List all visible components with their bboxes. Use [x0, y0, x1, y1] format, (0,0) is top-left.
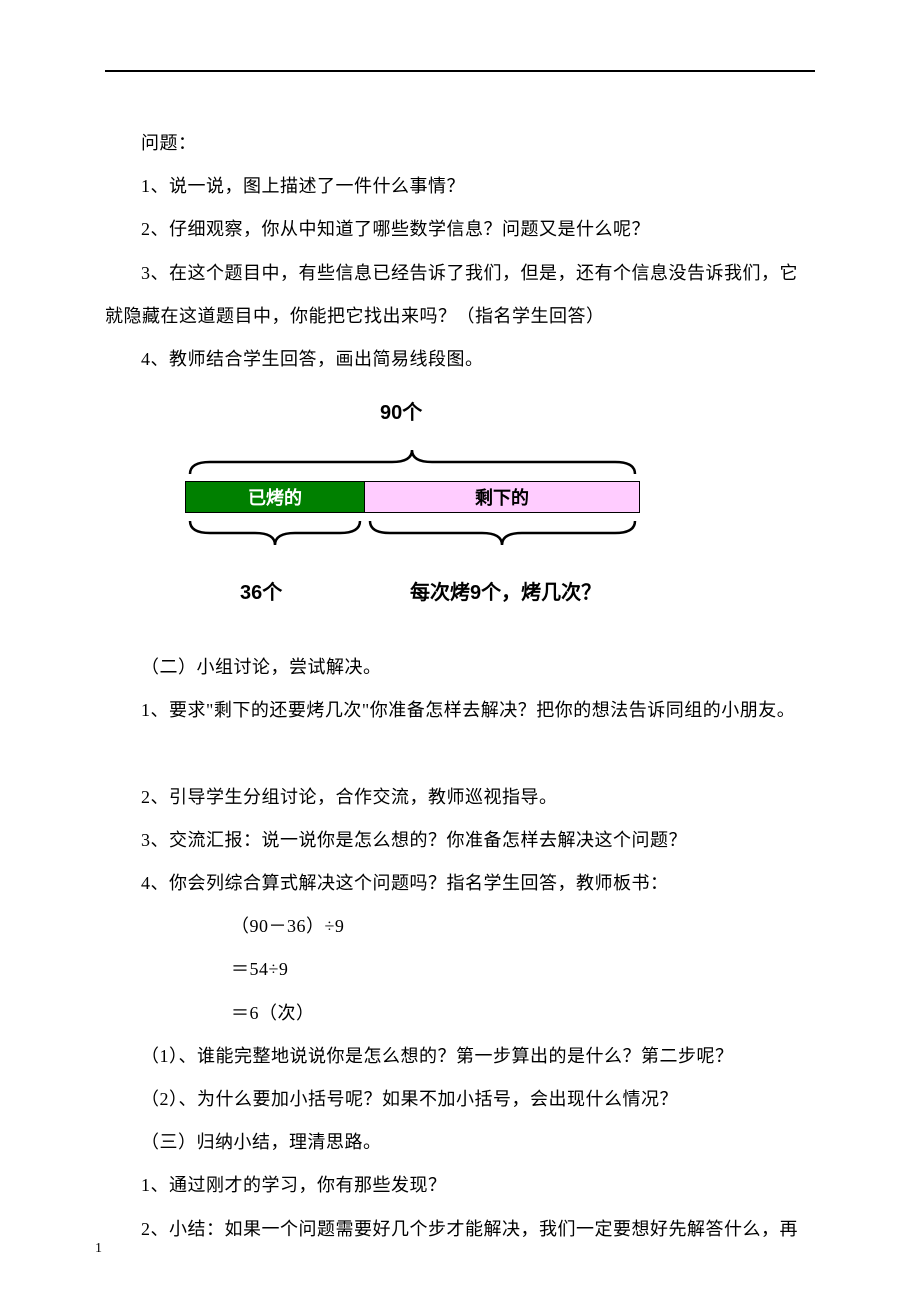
total-label: 90个 — [380, 396, 422, 425]
brace-top-icon — [185, 426, 640, 481]
paragraph: （二）小组讨论，尝试解决。 — [105, 646, 815, 689]
bottom-label-baked: 36个 — [240, 576, 282, 605]
paragraph: 2、仔细观察，你从中知道了哪些数学信息？问题又是什么呢？ — [105, 208, 815, 251]
paragraph: 3、交流汇报：说一说你是怎么想的？你准备怎样去解决这个问题？ — [105, 819, 815, 862]
paragraph: 问题： — [105, 122, 815, 165]
paragraph: 1、通过刚才的学习，你有那些发现？ — [105, 1164, 815, 1207]
paragraph: 2、引导学生分组讨论，合作交流，教师巡视指导。 — [105, 776, 815, 819]
math-expression: ＝54÷9 — [105, 948, 815, 991]
brace-bottom-right-icon — [365, 516, 640, 571]
bar-baked: 已烤的 — [185, 481, 365, 513]
paragraph: 4、你会列综合算式解决这个问题吗？指名学生回答，教师板书： — [105, 862, 815, 905]
math-expression: （90－36）÷9 — [105, 905, 815, 948]
bottom-label-question: 每次烤9个，烤几次？ — [410, 576, 601, 605]
paragraph: 2、小结：如果一个问题需要好几个步才能解决，我们一定要想好先解答什么，再 — [105, 1208, 815, 1251]
paragraph: 1、说一说，图上描述了一件什么事情？ — [105, 165, 815, 208]
brace-bottom-left-icon — [185, 516, 365, 571]
paragraph: 1、要求"剩下的还要烤几次"你准备怎样去解决？把你的想法告诉同组的小朋友。 — [105, 689, 815, 732]
line-segment-diagram: 90个 已烤的 剩下的 36个 每次烤9个，烤几次？ — [185, 396, 665, 616]
paragraph: 3、在这个题目中，有些信息已经告诉了我们，但是，还有个信息没告诉我们，它 — [105, 252, 815, 295]
paragraph: （1）、谁能完整地说说你是怎么想的？第一步算出的是什么？第二步呢？ — [105, 1035, 815, 1078]
paragraph: 就隐藏在这道题目中，你能把它找出来吗？（指名学生回答） — [105, 295, 815, 338]
header-rule — [105, 70, 815, 72]
paragraph — [105, 733, 815, 776]
paragraph: 4、教师结合学生回答，画出简易线段图。 — [105, 338, 815, 381]
bar-container: 已烤的 剩下的 — [185, 481, 640, 513]
math-expression: ＝6（次） — [105, 992, 815, 1035]
document-page: 问题： 1、说一说，图上描述了一件什么事情？ 2、仔细观察，你从中知道了哪些数学… — [0, 0, 920, 1291]
paragraph: （三）归纳小结，理清思路。 — [105, 1121, 815, 1164]
page-number: 1 — [95, 1241, 102, 1257]
bar-remaining: 剩下的 — [365, 481, 640, 513]
paragraph: （2）、为什么要加小括号呢？如果不加小括号，会出现什么情况？ — [105, 1078, 815, 1121]
